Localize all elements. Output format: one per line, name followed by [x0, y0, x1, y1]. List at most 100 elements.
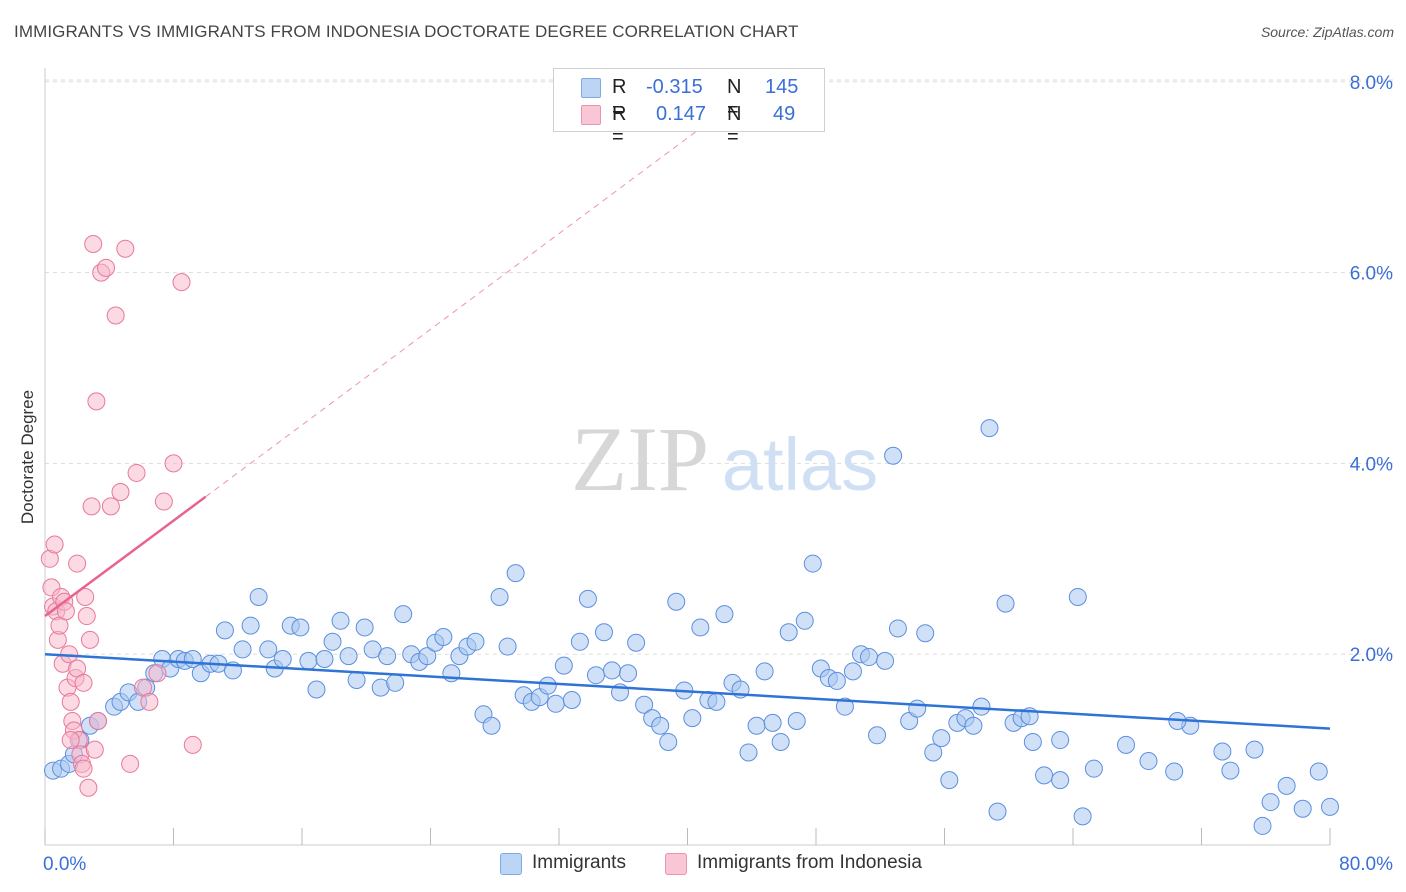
n-value: 145 [765, 76, 799, 98]
point-immigrants [291, 618, 310, 637]
y-tick-label: 4.0% [1350, 454, 1393, 475]
point-immigrants [249, 587, 268, 606]
correlation-legend: R = -0.315 N = 145 R = 0.147 N = 49 [553, 68, 825, 148]
point-immigrants [347, 670, 366, 689]
point-immigrants [1245, 740, 1264, 759]
point-immigrants [386, 673, 405, 692]
point-immigrants [1068, 587, 1087, 606]
point-immigrants [378, 647, 397, 666]
point-immigrants [755, 662, 774, 681]
point-indonesia [101, 497, 120, 516]
point-immigrants [1117, 735, 1136, 754]
point-immigrants [1309, 762, 1328, 781]
point-indonesia [74, 759, 93, 778]
point-immigrants [964, 716, 983, 735]
point-immigrants [916, 624, 935, 643]
point-immigrants [843, 662, 862, 681]
point-immigrants [1084, 759, 1103, 778]
point-indonesia [89, 711, 108, 730]
legend-label: Immigrants from Indonesia [697, 852, 922, 873]
point-immigrants [546, 694, 565, 713]
point-immigrants [683, 709, 702, 728]
point-indonesia [80, 630, 99, 649]
point-immigrants [1321, 797, 1339, 816]
legend-label: Immigrants [532, 852, 626, 873]
point-immigrants [339, 647, 358, 666]
point-immigrants [323, 632, 342, 651]
point-immigrants [1277, 776, 1296, 795]
legend-swatch-blue [581, 78, 601, 98]
point-indonesia [74, 673, 93, 692]
point-immigrants [1165, 762, 1184, 781]
point-immigrants [273, 649, 292, 668]
source-note: Source: ZipAtlas.com [1260, 24, 1394, 40]
point-immigrants [259, 640, 278, 659]
point-indonesia [61, 731, 80, 750]
axes [44, 68, 1331, 846]
point-immigrants [1253, 816, 1272, 835]
point-immigrants [215, 621, 234, 640]
x-tick-label: 80.0% [1339, 854, 1393, 875]
y-tick-label: 2.0% [1350, 645, 1393, 666]
point-immigrants [315, 649, 334, 668]
trend-line-indonesia [44, 495, 207, 618]
point-immigrants [795, 611, 814, 630]
point-immigrants [739, 743, 758, 762]
watermark: ZIP atlas [571, 408, 878, 510]
axis-labels: 2.0% 4.0% 6.0% 8.0% 0.0% 80.0% Doctorate Degre… [18, 73, 1393, 875]
point-immigrants [747, 716, 766, 735]
point-indonesia [79, 778, 98, 797]
point-immigrants [627, 633, 646, 652]
trend-lines [44, 119, 1331, 730]
point-indonesia [97, 258, 116, 277]
point-indonesia [183, 735, 202, 754]
point-indonesia [148, 664, 167, 683]
x-tick-label: 0.0% [43, 854, 86, 875]
point-immigrants [635, 695, 654, 714]
point-immigrants [779, 623, 798, 642]
point-immigrants [1035, 766, 1054, 785]
point-indonesia [127, 463, 146, 482]
point-indonesia [76, 587, 95, 606]
point-immigrants [355, 618, 374, 637]
point-immigrants [434, 628, 453, 647]
point-immigrants [659, 732, 678, 751]
point-immigrants [538, 676, 557, 695]
trend-line-immigrants [44, 652, 1331, 730]
point-immigrants [803, 554, 822, 573]
legend-swatch-blue [500, 853, 522, 875]
point-immigrants [876, 651, 895, 670]
point-immigrants [1023, 732, 1042, 751]
point-immigrants [908, 699, 927, 718]
point-immigrants [715, 605, 734, 624]
r-value: -0.315 [646, 76, 703, 98]
point-indonesia [45, 535, 64, 554]
point-indonesia [154, 492, 173, 511]
point-immigrants [707, 692, 726, 711]
point-immigrants [1051, 771, 1070, 790]
point-indonesia [111, 483, 130, 502]
point-immigrants [1213, 742, 1232, 761]
point-immigrants [498, 637, 517, 656]
point-indonesia [140, 692, 159, 711]
point-immigrants [1073, 807, 1092, 826]
point-immigrants [554, 656, 573, 675]
r-value: 0.147 [656, 103, 707, 125]
point-immigrants [307, 680, 326, 699]
n-value: 49 [773, 103, 796, 125]
point-immigrants [233, 640, 252, 659]
point-indonesia [84, 234, 103, 253]
point-immigrants [1261, 793, 1280, 812]
point-indonesia [56, 602, 75, 621]
point-immigrants [619, 664, 638, 683]
legend-swatch-pink [581, 105, 601, 125]
point-indonesia [77, 607, 96, 626]
point-indonesia [87, 392, 106, 411]
y-tick-label: 6.0% [1350, 264, 1393, 285]
point-immigrants [603, 661, 622, 680]
point-immigrants [940, 771, 959, 790]
watermark-atlas: atlas [722, 423, 878, 506]
point-immigrants [884, 446, 903, 465]
point-immigrants [1221, 761, 1240, 780]
